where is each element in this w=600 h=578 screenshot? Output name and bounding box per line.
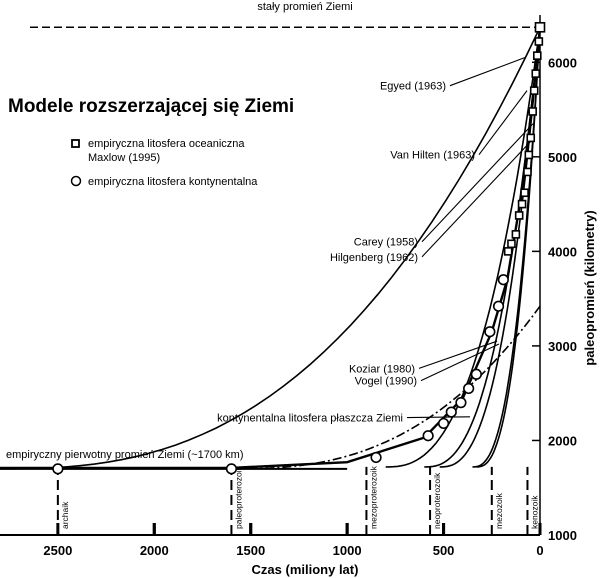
continental-point xyxy=(497,274,509,286)
continental-point xyxy=(455,397,467,409)
series-curve xyxy=(231,305,541,470)
x-tick-label: 1500 xyxy=(236,543,265,558)
oceanic-point xyxy=(532,51,542,60)
era-label: kenozoik xyxy=(529,495,539,529)
legend-continental-label: empiryczna litosfera kontynentalna xyxy=(88,176,258,188)
continental-point xyxy=(445,406,457,418)
oceanic-point xyxy=(534,21,546,33)
oceanic-point xyxy=(531,69,541,78)
series-leader-line xyxy=(449,57,526,87)
oceanic-point xyxy=(526,133,536,143)
y-tick-label: 4000 xyxy=(548,244,577,259)
oceanic-point xyxy=(523,167,532,177)
x-tick-label: 2500 xyxy=(43,543,72,558)
legend: empiryczna litosfera oceaniczna Maxlow (… xyxy=(70,138,258,188)
series-leader-line xyxy=(478,90,528,156)
continental-point xyxy=(52,463,64,475)
x-tick-label: 0 xyxy=(536,543,543,558)
series-label: Van Hilten (1963) xyxy=(390,150,475,162)
y-tick-label: 6000 xyxy=(548,55,577,70)
series-label: Vogel (1990) xyxy=(355,376,417,388)
plot-area: 2500 2000 1500 1000 500 010002000300040005000… xyxy=(0,15,577,558)
x-tick-label: 2000 xyxy=(140,543,169,558)
oceanic-point xyxy=(511,230,521,239)
series-curve xyxy=(424,27,541,468)
oceanic-point xyxy=(529,86,539,95)
y-tick-label: 2000 xyxy=(548,433,577,448)
primordial-radius-label: empiryczny pierwotny promień Ziemi (~170… xyxy=(6,449,244,461)
series-leader-line xyxy=(406,416,471,419)
oceanic-point xyxy=(528,107,537,116)
constant-radius-label: stały promień Ziemi xyxy=(257,1,352,13)
oceanic-point xyxy=(524,150,534,160)
era-label: archaik xyxy=(60,501,70,529)
continental-point xyxy=(437,417,450,430)
series-leader-line xyxy=(421,123,534,243)
y-tick-label: 3000 xyxy=(548,339,577,354)
x-axis-title: Czas (miliony lat) xyxy=(252,562,359,577)
x-tick-label: 1000 xyxy=(333,543,362,558)
legend-oceanic-label: empiryczna litosfera oceaniczna xyxy=(88,138,245,150)
series-leader-line xyxy=(421,137,535,258)
era-label: mezoproterozoik xyxy=(368,465,378,529)
oceanic-point xyxy=(517,199,527,209)
legend-circle-icon xyxy=(70,175,82,187)
era-label: neoproterozoik xyxy=(432,472,442,529)
y-tick-label: 5000 xyxy=(548,150,577,165)
era-label: mezozoik xyxy=(494,492,504,529)
continental-point xyxy=(463,382,475,395)
series-label: Hilgenberg (1962) xyxy=(330,252,418,264)
oceanic-point xyxy=(534,37,544,46)
chart-title: Modele rozszerzającej się Ziemi xyxy=(8,96,294,117)
oceanic-point xyxy=(520,188,529,198)
series-label: Egyed (1963) xyxy=(380,81,446,93)
continental-point xyxy=(225,463,238,475)
y-tick-label: 1000 xyxy=(548,528,577,543)
series-label: kontynentalna litosfera płaszcza Ziemi xyxy=(217,413,403,425)
oceanic-point xyxy=(514,211,524,220)
series-curve xyxy=(385,27,541,468)
x-tick-label: 500 xyxy=(433,543,455,558)
legend-square-icon xyxy=(71,139,80,148)
oceanic-point xyxy=(503,247,513,256)
continental-point xyxy=(484,326,496,338)
series-curve xyxy=(0,26,541,470)
legend-oceanic-source: Maxlow (1995) xyxy=(88,152,160,164)
series-curve xyxy=(476,27,541,468)
continental-point xyxy=(370,451,382,464)
era-label: paleoproterozoik xyxy=(233,465,243,529)
continental-point xyxy=(422,430,434,442)
series-label: Carey (1958) xyxy=(354,237,418,249)
continental-point xyxy=(492,300,505,312)
oceanic-point xyxy=(507,239,516,249)
series-leader-line xyxy=(418,340,498,369)
y-axis-title: paleopromień (kilometry) xyxy=(582,210,597,365)
series-leader-line xyxy=(420,343,500,382)
series-label: Koziar (1980) xyxy=(349,363,415,375)
continental-point xyxy=(470,368,482,380)
